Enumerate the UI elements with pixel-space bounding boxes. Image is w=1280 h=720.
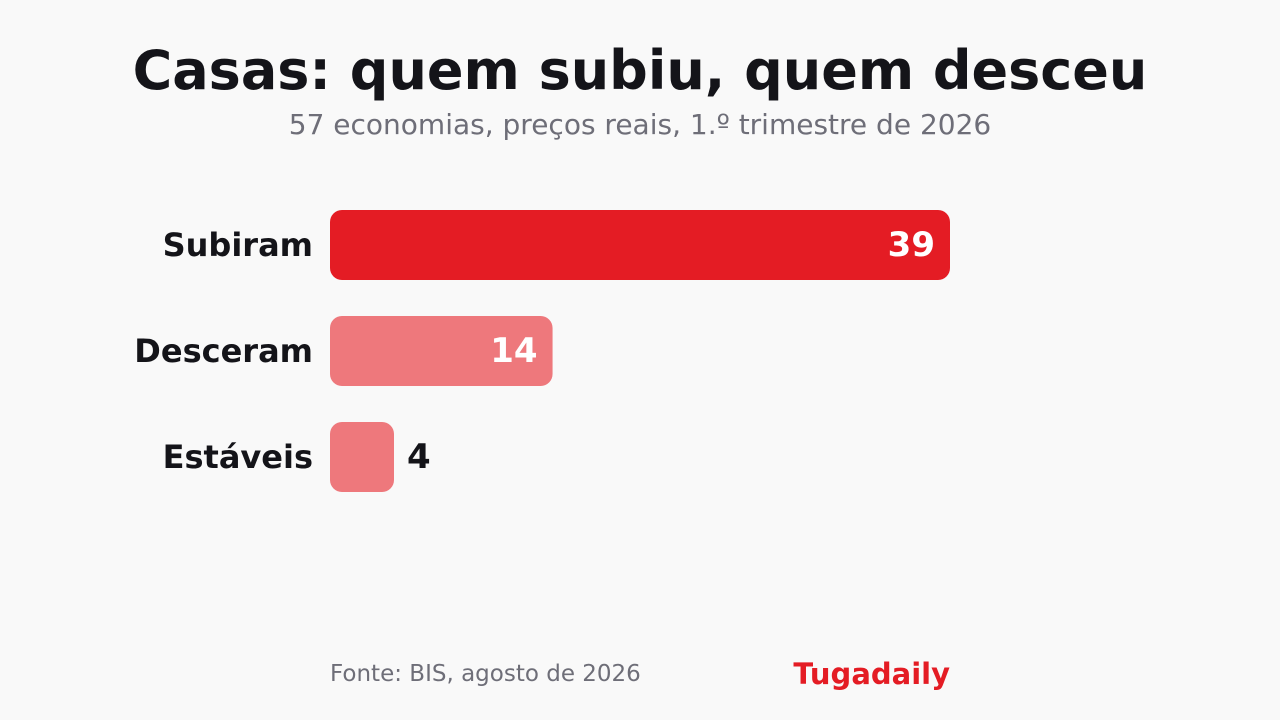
brand-logo: Tugadaily — [793, 657, 950, 691]
category-label-estaveis: Estáveis — [163, 438, 313, 476]
bar-desceram — [330, 316, 553, 386]
value-label-estaveis: 4 — [407, 437, 431, 477]
category-label-desceram: Desceram — [134, 332, 313, 370]
chart-subtitle: 57 economias, preços reais, 1.º trimestr… — [288, 108, 992, 141]
category-label-subiram: Subiram — [163, 226, 313, 264]
source-note: Fonte: BIS, agosto de 2026 — [330, 661, 641, 687]
bar-estaveis — [330, 422, 394, 492]
bar-subiram — [330, 210, 950, 280]
value-label-desceram: 14 — [490, 331, 537, 371]
value-label-subiram: 39 — [888, 225, 935, 265]
chart-title: Casas: quem subiu, quem desceu — [132, 39, 1148, 102]
